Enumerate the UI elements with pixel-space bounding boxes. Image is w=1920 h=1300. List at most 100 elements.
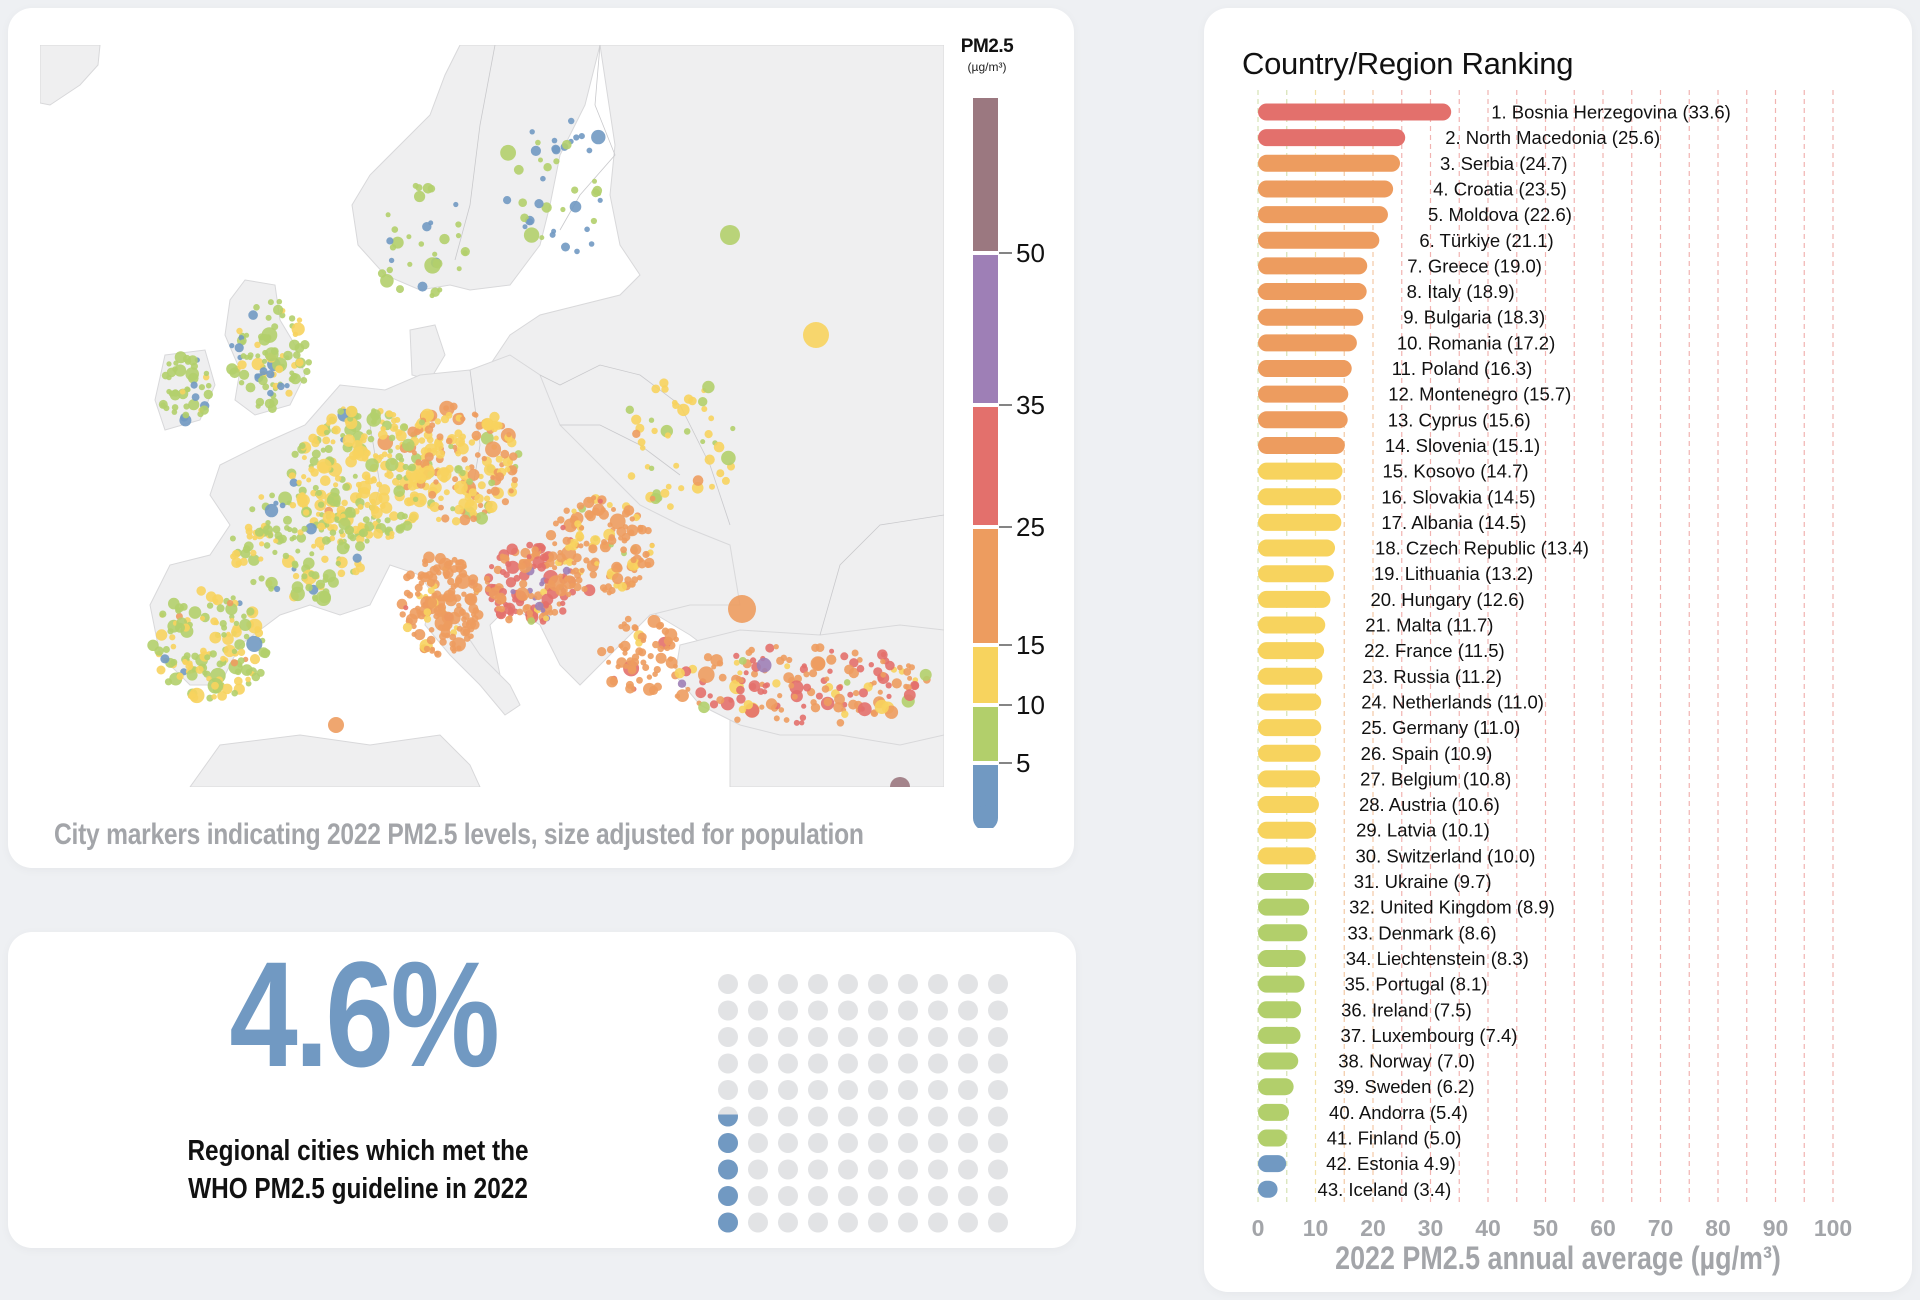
city-marker[interactable] — [811, 656, 826, 671]
city-marker[interactable] — [417, 281, 428, 292]
city-marker[interactable] — [308, 570, 315, 578]
city-marker[interactable] — [857, 702, 872, 717]
city-marker[interactable] — [411, 623, 417, 630]
city-marker[interactable] — [570, 569, 576, 575]
city-marker[interactable] — [371, 408, 377, 414]
city-marker[interactable] — [344, 506, 356, 518]
city-marker[interactable] — [326, 496, 335, 504]
city-marker[interactable] — [526, 609, 533, 617]
city-marker[interactable] — [611, 507, 616, 512]
city-marker[interactable] — [886, 693, 892, 700]
city-marker[interactable] — [494, 592, 507, 605]
city-marker[interactable] — [560, 600, 566, 607]
city-marker[interactable] — [592, 178, 597, 184]
city-marker[interactable] — [885, 660, 895, 671]
city-marker[interactable] — [418, 241, 425, 247]
city-marker[interactable] — [616, 526, 627, 537]
city-marker[interactable] — [300, 377, 308, 384]
city-marker[interactable] — [438, 504, 444, 511]
city-marker[interactable] — [734, 716, 741, 723]
bar[interactable] — [1258, 488, 1342, 506]
city-marker[interactable] — [648, 417, 655, 423]
city-marker[interactable] — [414, 591, 421, 597]
city-marker[interactable] — [704, 430, 713, 439]
city-marker[interactable] — [803, 683, 812, 692]
city-marker[interactable] — [245, 676, 251, 683]
city-marker[interactable] — [403, 573, 411, 582]
city-marker[interactable] — [166, 374, 172, 381]
city-marker[interactable] — [478, 473, 484, 480]
city-marker[interactable] — [378, 492, 390, 504]
city-marker[interactable] — [458, 439, 464, 446]
city-marker[interactable] — [372, 453, 379, 459]
city-marker[interactable] — [206, 602, 214, 609]
city-marker[interactable] — [652, 640, 660, 649]
bar[interactable] — [1258, 360, 1352, 377]
city-marker[interactable] — [233, 620, 240, 627]
city-marker[interactable] — [648, 465, 655, 471]
city-marker[interactable] — [856, 657, 863, 663]
city-marker[interactable] — [182, 658, 188, 665]
city-marker[interactable] — [262, 524, 273, 536]
city-marker[interactable] — [435, 449, 445, 459]
city-marker[interactable] — [258, 647, 269, 658]
city-marker[interactable] — [858, 688, 869, 698]
city-marker[interactable] — [571, 186, 579, 194]
city-marker[interactable] — [264, 503, 279, 518]
city-marker[interactable] — [873, 667, 883, 677]
city-marker[interactable] — [385, 212, 391, 218]
city-marker[interactable] — [196, 586, 206, 596]
city-marker[interactable] — [676, 689, 689, 702]
city-marker[interactable] — [338, 517, 351, 530]
city-marker[interactable] — [434, 650, 442, 658]
city-marker[interactable] — [455, 573, 471, 589]
city-marker[interactable] — [653, 666, 661, 674]
city-marker[interactable] — [279, 502, 286, 509]
city-marker[interactable] — [190, 381, 198, 389]
city-marker[interactable] — [303, 367, 311, 376]
city-marker[interactable] — [455, 221, 462, 228]
city-marker[interactable] — [651, 384, 661, 394]
city-marker[interactable] — [849, 658, 859, 668]
city-marker[interactable] — [885, 682, 892, 689]
city-marker[interactable] — [539, 235, 545, 241]
city-marker[interactable] — [254, 527, 265, 537]
city-marker[interactable] — [584, 510, 594, 520]
city-marker[interactable] — [868, 662, 874, 668]
city-marker[interactable] — [490, 475, 496, 480]
city-marker[interactable] — [326, 413, 338, 425]
city-marker[interactable] — [475, 512, 489, 525]
city-marker[interactable] — [698, 701, 710, 714]
city-marker[interactable] — [389, 511, 399, 521]
bar[interactable] — [1258, 539, 1336, 557]
city-marker[interactable] — [649, 543, 655, 549]
city-marker[interactable] — [176, 672, 184, 681]
city-marker[interactable] — [606, 590, 612, 596]
bar[interactable] — [1258, 334, 1357, 352]
bar[interactable] — [1258, 1026, 1301, 1044]
city-marker[interactable] — [384, 517, 391, 524]
city-marker[interactable] — [200, 647, 207, 655]
bar[interactable] — [1258, 1052, 1299, 1070]
city-marker[interactable] — [509, 452, 518, 461]
city-marker[interactable] — [809, 669, 818, 678]
city-marker[interactable] — [289, 536, 295, 542]
city-marker[interactable] — [527, 617, 536, 625]
city-marker[interactable] — [183, 652, 191, 660]
city-marker[interactable] — [591, 129, 606, 145]
city-marker[interactable] — [611, 561, 622, 573]
city-marker[interactable] — [485, 441, 502, 458]
city-marker[interactable] — [160, 402, 166, 408]
city-marker[interactable] — [352, 553, 362, 563]
city-marker[interactable] — [210, 617, 219, 626]
city-marker[interactable] — [728, 595, 756, 623]
city-marker[interactable] — [444, 620, 453, 630]
city-marker[interactable] — [169, 634, 176, 641]
city-marker[interactable] — [890, 777, 910, 787]
city-marker[interactable] — [505, 577, 517, 588]
city-marker[interactable] — [560, 524, 566, 531]
city-marker[interactable] — [903, 668, 912, 676]
city-marker[interactable] — [185, 387, 191, 393]
bar[interactable] — [1258, 667, 1323, 685]
city-marker[interactable] — [461, 591, 467, 597]
